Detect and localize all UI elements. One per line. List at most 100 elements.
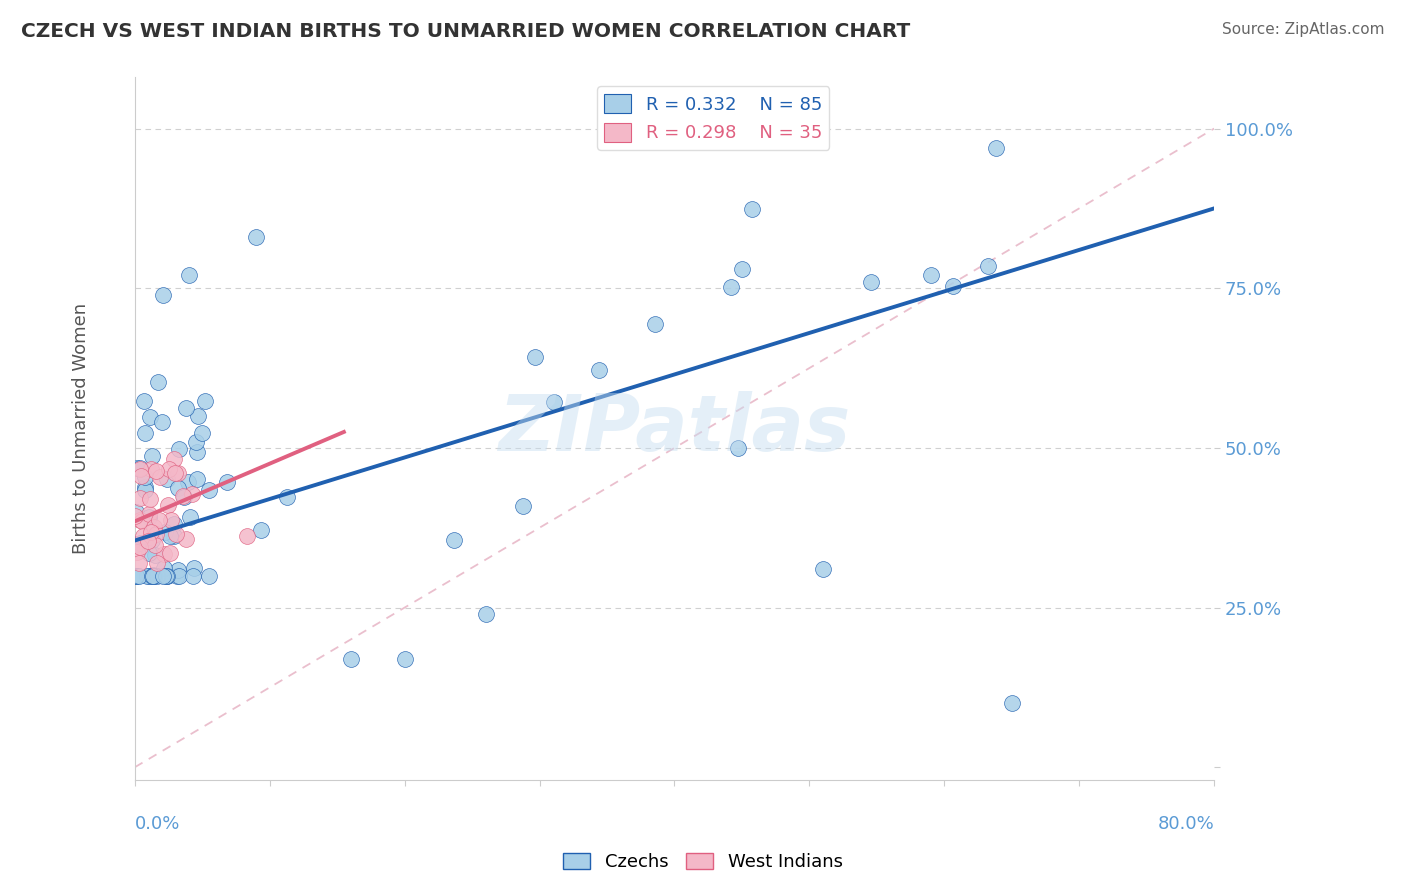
Point [179,510,201,524]
Point [129,462,152,476]
Point [136,533,159,548]
Point [142,568,165,582]
Point [169,442,191,456]
Point [141,533,163,547]
Point [187,409,209,423]
Point [443,533,465,548]
Point [141,462,163,476]
Point [172,490,194,504]
Point [512,500,534,514]
Point [125,568,148,582]
Point [181,568,204,582]
Point [142,519,165,533]
Point [155,568,177,582]
Point [977,259,1000,273]
Point [183,561,205,575]
Point [134,483,156,497]
Point [149,469,172,483]
Point [134,480,156,494]
Point [194,394,217,409]
Point [173,490,195,504]
Point [128,556,150,570]
Point [177,475,200,489]
Point [236,529,259,543]
Point [143,548,166,562]
Point [146,376,169,390]
Point [125,537,148,551]
Point [146,568,169,582]
Point [217,475,239,490]
Point [1001,697,1024,711]
Point [125,568,148,582]
Point [167,481,190,495]
Point [142,568,165,582]
Point [474,607,496,621]
Point [134,469,156,483]
Point [138,546,160,560]
Point [143,537,166,551]
Point [720,280,742,294]
Point [197,483,219,497]
Text: ZIPatlas: ZIPatlas [498,391,851,467]
Point [141,449,163,463]
Point [186,445,208,459]
Point [191,425,214,440]
Point [145,527,167,541]
Point [141,524,163,539]
Point [731,262,754,277]
Point [153,524,176,539]
Point [523,351,546,365]
Point [148,513,170,527]
Point [129,513,152,527]
Point [138,507,160,521]
Point [134,393,156,408]
Point [138,409,160,424]
Legend: Czechs, West Indians: Czechs, West Indians [555,846,851,879]
Point [197,568,219,582]
Text: CZECH VS WEST INDIAN BIRTHS TO UNMARRIED WOMEN CORRELATION CHART: CZECH VS WEST INDIAN BIRTHS TO UNMARRIED… [21,22,910,41]
Point [125,461,148,475]
Point [588,362,610,376]
Point [142,568,165,582]
Point [125,544,148,558]
Point [152,288,174,302]
Point [811,562,834,576]
Text: Births to Unmarried Women: Births to Unmarried Women [72,303,90,554]
Point [152,568,174,582]
Point [644,318,666,332]
Point [141,568,163,582]
Point [125,568,148,582]
Point [132,529,155,543]
Point [276,491,298,505]
Point [159,546,181,560]
Text: 80.0%: 80.0% [1157,815,1215,833]
Point [167,563,190,577]
Point [124,508,146,523]
Point [156,568,179,582]
Point [163,452,186,467]
Point [859,275,882,289]
Point [129,461,152,475]
Point [166,568,188,582]
Point [184,435,207,450]
Point [129,541,152,555]
Point [174,533,197,547]
Point [157,462,180,476]
Point [167,568,190,582]
Point [128,568,150,582]
Point [138,568,160,582]
Point [163,529,186,543]
Point [156,568,179,582]
Point [157,499,180,513]
Point [135,568,157,582]
Point [394,651,416,665]
Point [146,556,169,570]
Point [174,401,197,416]
Point [156,472,179,486]
Point [163,516,186,531]
Point [159,529,181,543]
Point [134,426,156,441]
Point [128,491,150,505]
Point [152,561,174,575]
Point [145,463,167,477]
